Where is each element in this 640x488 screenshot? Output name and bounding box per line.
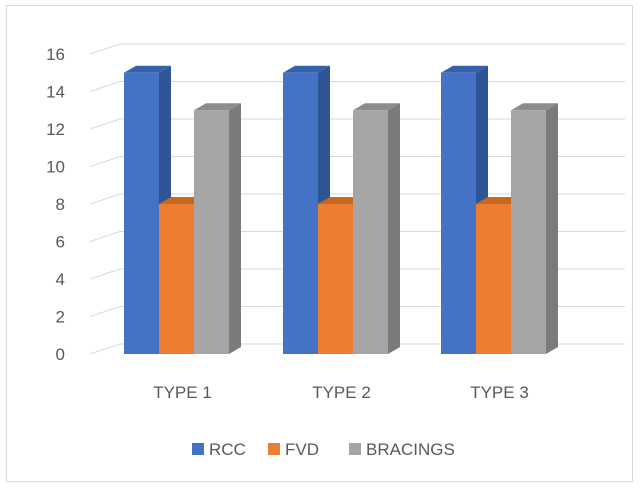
y-tick-label: 6 [56, 233, 65, 252]
bar-side [546, 103, 558, 354]
bar-front [159, 204, 194, 354]
bar-side [229, 103, 241, 354]
bar-top [441, 65, 488, 73]
legend-label-fvd: FVD [285, 440, 319, 459]
bar-top [511, 103, 558, 111]
legend-label-rcc: RCC [209, 440, 246, 459]
legend-swatch-bracings [349, 443, 361, 455]
y-tick-label: 8 [56, 195, 65, 214]
y-axis-ticks: 0 2 4 6 8 10 12 14 16 [46, 45, 65, 364]
bar-front [124, 72, 159, 354]
bar-front [476, 204, 511, 354]
bar-side [388, 103, 400, 354]
bar-rcc-1 [124, 65, 171, 354]
bar-bracings-2 [353, 103, 400, 354]
bar-top [283, 65, 330, 73]
gridline-depth [89, 306, 121, 317]
x-category-label: TYPE 1 [153, 383, 212, 402]
bar-front [283, 72, 318, 354]
bar-top [124, 65, 171, 73]
legend-swatch-rcc [192, 443, 204, 455]
legend-label-bracings: BRACINGS [366, 440, 455, 459]
y-tick-label: 16 [46, 45, 65, 64]
bar-top [194, 103, 241, 111]
gridline-depth [89, 43, 121, 55]
bar-front [441, 72, 476, 354]
bars [124, 65, 558, 354]
y-tick-label: 0 [56, 345, 65, 364]
gridline-depth [89, 231, 121, 242]
y-tick-label: 10 [46, 158, 65, 177]
y-tick-label: 4 [56, 270, 65, 289]
legend: RCC FVD BRACINGS [192, 440, 455, 459]
x-category-label: TYPE 2 [312, 383, 371, 402]
y-tick-label: 2 [56, 308, 65, 327]
x-axis-categories: TYPE 1 TYPE 2 TYPE 3 [153, 383, 529, 402]
bar-bracings-3 [511, 103, 558, 354]
x-category-label: TYPE 3 [470, 383, 529, 402]
bar-front [194, 110, 229, 354]
bar-top [353, 103, 400, 111]
gridline-depth [89, 268, 121, 280]
gridline-depth [89, 118, 121, 130]
y-tick-label: 14 [46, 83, 65, 102]
bar-bracings-1 [194, 103, 241, 354]
gridline-depth [89, 343, 121, 355]
gridline-depth [89, 81, 121, 92]
legend-swatch-fvd [268, 443, 280, 455]
bar-front [318, 204, 353, 354]
y-tick-label: 12 [46, 120, 65, 139]
bar-front [511, 110, 546, 354]
bar-front [353, 110, 388, 354]
gridline-depth [89, 193, 121, 205]
gridline-depth [89, 156, 121, 167]
